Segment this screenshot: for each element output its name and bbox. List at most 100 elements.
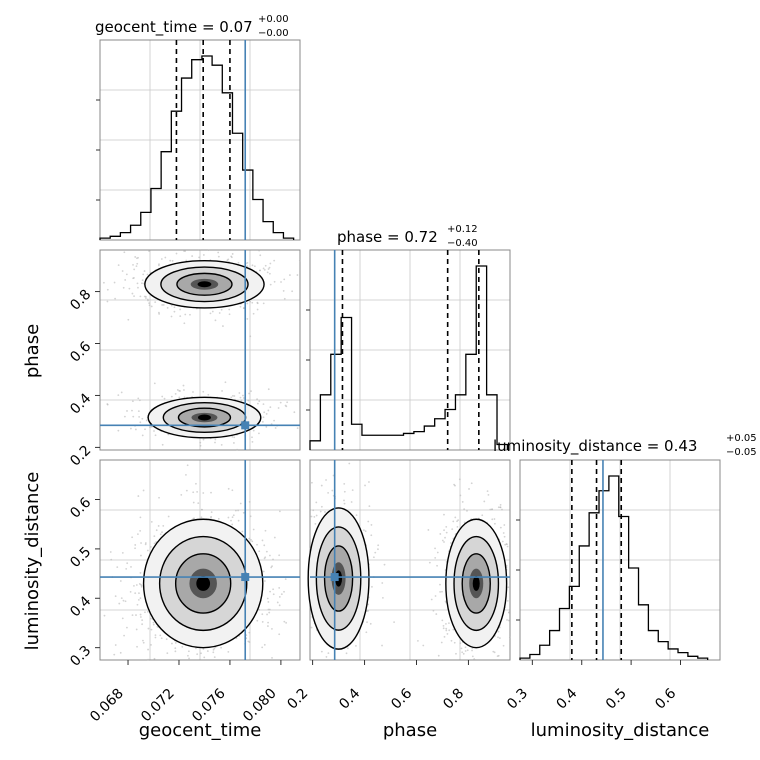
sample-point: [136, 282, 139, 285]
sample-point: [147, 627, 150, 630]
sample-point: [174, 650, 177, 653]
sample-point: [492, 650, 495, 653]
hist-panel-luminosity_distance: [516, 459, 721, 661]
sample-point: [125, 273, 128, 276]
sample-point: [123, 415, 126, 418]
sample-point: [170, 304, 173, 307]
sample-point: [348, 462, 351, 465]
sample-point: [106, 288, 109, 291]
sample-point: [179, 315, 182, 318]
sample-point: [117, 394, 120, 397]
sample-point: [138, 415, 141, 418]
sample-point: [393, 621, 395, 624]
sample-point: [202, 648, 205, 650]
sample-point: [147, 658, 149, 661]
sample-point: [114, 297, 117, 300]
sample-point: [439, 591, 442, 593]
sample-point: [139, 295, 142, 298]
sample-point: [171, 642, 173, 645]
sample-point: [142, 639, 144, 642]
sample-point: [122, 599, 125, 602]
sample-point: [508, 611, 511, 614]
sample-point: [231, 523, 234, 526]
tick-label: 0.6: [652, 685, 679, 712]
sample-point: [170, 315, 173, 318]
sample-point: [240, 399, 243, 402]
sample-point: [157, 525, 160, 527]
sample-point: [324, 511, 326, 513]
sample-point: [138, 592, 140, 595]
sample-point: [220, 646, 222, 649]
sample-point: [381, 596, 384, 599]
sample-point: [124, 600, 127, 603]
sample-point: [508, 636, 511, 639]
sample-point: [364, 484, 366, 487]
y-ticklabels-luminosity-distance: 0.3 0.4 0.5 0.6: [67, 494, 94, 669]
sample-point: [497, 654, 500, 657]
sample-point: [269, 262, 272, 265]
sample-point: [189, 313, 191, 316]
sample-point: [121, 270, 124, 272]
sample-point: [247, 399, 250, 402]
sample-point: [176, 389, 179, 391]
sample-point: [148, 302, 151, 305]
sample-point: [310, 626, 313, 629]
sample-point: [230, 519, 232, 522]
sample-point: [132, 415, 135, 418]
sample-point: [138, 583, 141, 585]
sample-point: [191, 255, 194, 257]
sample-point: [468, 488, 470, 490]
sample-point: [139, 597, 142, 600]
sample-point: [200, 516, 203, 519]
sample-point: [134, 256, 137, 258]
sample-point: [502, 532, 505, 534]
sample-point: [145, 297, 147, 300]
sample-point: [502, 644, 505, 647]
sample-point: [174, 647, 177, 650]
sample-point: [443, 529, 445, 532]
sample-point: [256, 308, 259, 311]
x-axis-label-luminosity-distance: luminosity_distance: [531, 720, 710, 741]
sample-point: [213, 656, 216, 659]
sample-point: [487, 493, 490, 496]
sample-point: [320, 505, 323, 508]
sample-point: [210, 491, 212, 494]
sample-point: [142, 641, 145, 644]
sample-point: [137, 598, 140, 601]
sample-point: [217, 255, 220, 258]
histogram-phase: [309, 265, 509, 450]
sample-point: [132, 263, 134, 266]
sample-point: [346, 647, 349, 650]
sample-point: [266, 613, 268, 616]
sample-point: [278, 510, 281, 513]
sample-point: [153, 657, 156, 660]
sample-point: [135, 265, 138, 267]
sample-point: [137, 286, 139, 289]
sample-point: [135, 584, 138, 586]
sample-point: [345, 652, 348, 655]
sample-point: [261, 613, 264, 616]
sample-point: [265, 426, 268, 428]
sample-point: [145, 419, 148, 422]
sample-point: [153, 382, 156, 385]
sample-point: [459, 494, 462, 497]
sample-point: [127, 318, 130, 321]
sample-point: [242, 511, 245, 514]
sample-point: [368, 505, 371, 508]
sample-point: [123, 634, 125, 637]
sample-point: [242, 307, 245, 310]
sample-point: [497, 630, 500, 633]
sample-point: [314, 523, 317, 525]
sample-point: [170, 395, 173, 398]
sample-point: [381, 582, 384, 584]
sample-point: [435, 613, 438, 615]
sample-point: [238, 392, 241, 394]
sample-point: [267, 608, 270, 611]
sample-point: [368, 481, 370, 483]
sample-point: [261, 621, 264, 623]
sample-point: [227, 487, 230, 490]
sample-point: [273, 280, 276, 283]
sample-point: [164, 256, 167, 259]
sample-point: [313, 515, 316, 518]
sample-point: [106, 300, 109, 303]
